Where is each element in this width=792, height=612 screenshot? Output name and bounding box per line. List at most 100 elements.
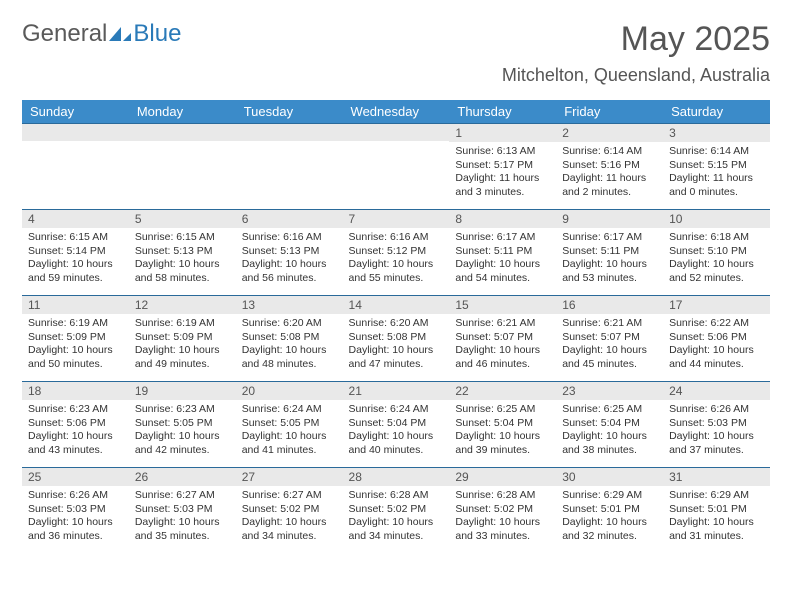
calendar-day-cell: 28Sunrise: 6:28 AMSunset: 5:02 PMDayligh…: [343, 468, 450, 554]
daylight-text: Daylight: 10 hours and 32 minutes.: [562, 516, 657, 543]
calendar-day-cell: 20Sunrise: 6:24 AMSunset: 5:05 PMDayligh…: [236, 382, 343, 468]
day-details: Sunrise: 6:28 AMSunset: 5:02 PMDaylight:…: [343, 486, 450, 548]
day-details: Sunrise: 6:20 AMSunset: 5:08 PMDaylight:…: [343, 314, 450, 376]
day-details: Sunrise: 6:24 AMSunset: 5:05 PMDaylight:…: [236, 400, 343, 462]
col-thursday: Thursday: [449, 100, 556, 124]
day-details: Sunrise: 6:14 AMSunset: 5:16 PMDaylight:…: [556, 142, 663, 204]
daylight-text: Daylight: 10 hours and 47 minutes.: [349, 344, 444, 371]
daylight-text: Daylight: 10 hours and 40 minutes.: [349, 430, 444, 457]
daylight-text: Daylight: 10 hours and 35 minutes.: [135, 516, 230, 543]
logo-text-blue: Blue: [133, 20, 181, 48]
sunset-text: Sunset: 5:17 PM: [455, 159, 550, 173]
title-block: May 2025 Mitchelton, Queensland, Austral…: [502, 20, 770, 86]
sunrise-text: Sunrise: 6:19 AM: [28, 317, 123, 331]
daylight-text: Daylight: 10 hours and 33 minutes.: [455, 516, 550, 543]
calendar-day-cell: 30Sunrise: 6:29 AMSunset: 5:01 PMDayligh…: [556, 468, 663, 554]
day-details: Sunrise: 6:13 AMSunset: 5:17 PMDaylight:…: [449, 142, 556, 204]
daylight-text: Daylight: 10 hours and 37 minutes.: [669, 430, 764, 457]
day-number: 11: [22, 296, 129, 314]
day-details: Sunrise: 6:27 AMSunset: 5:03 PMDaylight:…: [129, 486, 236, 548]
day-details: Sunrise: 6:24 AMSunset: 5:04 PMDaylight:…: [343, 400, 450, 462]
sunset-text: Sunset: 5:08 PM: [349, 331, 444, 345]
calendar-day-cell: 17Sunrise: 6:22 AMSunset: 5:06 PMDayligh…: [663, 296, 770, 382]
calendar-day-cell: 8Sunrise: 6:17 AMSunset: 5:11 PMDaylight…: [449, 210, 556, 296]
daylight-text: Daylight: 10 hours and 31 minutes.: [669, 516, 764, 543]
sunrise-text: Sunrise: 6:27 AM: [135, 489, 230, 503]
sunset-text: Sunset: 5:01 PM: [562, 503, 657, 517]
daylight-text: Daylight: 10 hours and 36 minutes.: [28, 516, 123, 543]
day-number: 26: [129, 468, 236, 486]
sunset-text: Sunset: 5:09 PM: [135, 331, 230, 345]
day-number: [22, 124, 129, 141]
sunset-text: Sunset: 5:12 PM: [349, 245, 444, 259]
day-details: Sunrise: 6:22 AMSunset: 5:06 PMDaylight:…: [663, 314, 770, 376]
day-number: 6: [236, 210, 343, 228]
day-details: Sunrise: 6:15 AMSunset: 5:14 PMDaylight:…: [22, 228, 129, 290]
sunset-text: Sunset: 5:03 PM: [135, 503, 230, 517]
sunset-text: Sunset: 5:15 PM: [669, 159, 764, 173]
calendar-day-cell: 14Sunrise: 6:20 AMSunset: 5:08 PMDayligh…: [343, 296, 450, 382]
day-number: 28: [343, 468, 450, 486]
sunset-text: Sunset: 5:14 PM: [28, 245, 123, 259]
calendar-day-cell: [22, 124, 129, 210]
daylight-text: Daylight: 11 hours and 2 minutes.: [562, 172, 657, 199]
daylight-text: Daylight: 10 hours and 38 minutes.: [562, 430, 657, 457]
calendar-day-cell: 19Sunrise: 6:23 AMSunset: 5:05 PMDayligh…: [129, 382, 236, 468]
sunset-text: Sunset: 5:04 PM: [349, 417, 444, 431]
calendar-day-cell: 10Sunrise: 6:18 AMSunset: 5:10 PMDayligh…: [663, 210, 770, 296]
sunrise-text: Sunrise: 6:25 AM: [562, 403, 657, 417]
calendar-day-cell: 4Sunrise: 6:15 AMSunset: 5:14 PMDaylight…: [22, 210, 129, 296]
calendar-day-cell: 5Sunrise: 6:15 AMSunset: 5:13 PMDaylight…: [129, 210, 236, 296]
calendar-week-row: 11Sunrise: 6:19 AMSunset: 5:09 PMDayligh…: [22, 296, 770, 382]
sunrise-text: Sunrise: 6:21 AM: [562, 317, 657, 331]
sunset-text: Sunset: 5:16 PM: [562, 159, 657, 173]
calendar-day-cell: 2Sunrise: 6:14 AMSunset: 5:16 PMDaylight…: [556, 124, 663, 210]
sunrise-text: Sunrise: 6:13 AM: [455, 145, 550, 159]
day-details: Sunrise: 6:29 AMSunset: 5:01 PMDaylight:…: [663, 486, 770, 548]
sunset-text: Sunset: 5:07 PM: [562, 331, 657, 345]
calendar-day-cell: 21Sunrise: 6:24 AMSunset: 5:04 PMDayligh…: [343, 382, 450, 468]
calendar-day-cell: 18Sunrise: 6:23 AMSunset: 5:06 PMDayligh…: [22, 382, 129, 468]
day-details: Sunrise: 6:29 AMSunset: 5:01 PMDaylight:…: [556, 486, 663, 548]
sunset-text: Sunset: 5:05 PM: [135, 417, 230, 431]
calendar-table: Sunday Monday Tuesday Wednesday Thursday…: [22, 100, 770, 554]
day-number: 19: [129, 382, 236, 400]
daylight-text: Daylight: 11 hours and 3 minutes.: [455, 172, 550, 199]
day-number: [343, 124, 450, 141]
sunset-text: Sunset: 5:06 PM: [28, 417, 123, 431]
calendar-day-cell: 12Sunrise: 6:19 AMSunset: 5:09 PMDayligh…: [129, 296, 236, 382]
col-saturday: Saturday: [663, 100, 770, 124]
daylight-text: Daylight: 10 hours and 39 minutes.: [455, 430, 550, 457]
sunrise-text: Sunrise: 6:14 AM: [669, 145, 764, 159]
sunrise-text: Sunrise: 6:29 AM: [669, 489, 764, 503]
calendar-day-cell: 7Sunrise: 6:16 AMSunset: 5:12 PMDaylight…: [343, 210, 450, 296]
sunrise-text: Sunrise: 6:22 AM: [669, 317, 764, 331]
sunrise-text: Sunrise: 6:29 AM: [562, 489, 657, 503]
logo-sail-icon: [109, 25, 131, 43]
daylight-text: Daylight: 11 hours and 0 minutes.: [669, 172, 764, 199]
day-number: 18: [22, 382, 129, 400]
day-details: Sunrise: 6:21 AMSunset: 5:07 PMDaylight:…: [556, 314, 663, 376]
calendar-day-cell: [129, 124, 236, 210]
day-details: Sunrise: 6:19 AMSunset: 5:09 PMDaylight:…: [22, 314, 129, 376]
day-details: Sunrise: 6:25 AMSunset: 5:04 PMDaylight:…: [449, 400, 556, 462]
day-details: [129, 141, 236, 148]
daylight-text: Daylight: 10 hours and 34 minutes.: [242, 516, 337, 543]
day-details: Sunrise: 6:17 AMSunset: 5:11 PMDaylight:…: [556, 228, 663, 290]
sunrise-text: Sunrise: 6:28 AM: [455, 489, 550, 503]
sunset-text: Sunset: 5:06 PM: [669, 331, 764, 345]
day-details: Sunrise: 6:19 AMSunset: 5:09 PMDaylight:…: [129, 314, 236, 376]
sunrise-text: Sunrise: 6:23 AM: [28, 403, 123, 417]
daylight-text: Daylight: 10 hours and 59 minutes.: [28, 258, 123, 285]
sunrise-text: Sunrise: 6:26 AM: [28, 489, 123, 503]
sunrise-text: Sunrise: 6:16 AM: [349, 231, 444, 245]
day-details: Sunrise: 6:25 AMSunset: 5:04 PMDaylight:…: [556, 400, 663, 462]
day-number: 20: [236, 382, 343, 400]
day-number: 16: [556, 296, 663, 314]
day-details: Sunrise: 6:15 AMSunset: 5:13 PMDaylight:…: [129, 228, 236, 290]
month-title: May 2025: [502, 20, 770, 59]
daylight-text: Daylight: 10 hours and 45 minutes.: [562, 344, 657, 371]
sunset-text: Sunset: 5:07 PM: [455, 331, 550, 345]
day-details: Sunrise: 6:20 AMSunset: 5:08 PMDaylight:…: [236, 314, 343, 376]
day-details: Sunrise: 6:21 AMSunset: 5:07 PMDaylight:…: [449, 314, 556, 376]
